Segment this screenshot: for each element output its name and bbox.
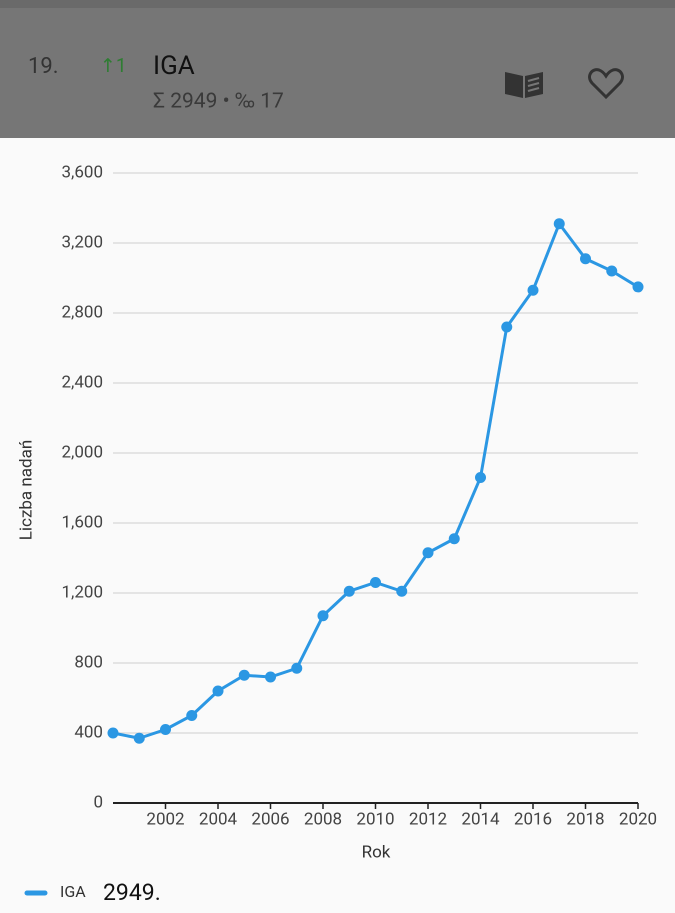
data-point (317, 610, 329, 622)
data-point (632, 281, 644, 293)
y-tick-label: 400 (74, 722, 103, 742)
data-point (606, 265, 618, 277)
data-point (238, 669, 250, 681)
entry-name: IGA (153, 51, 195, 81)
y-tick-label: 1,600 (61, 512, 103, 532)
x-tick-label: 2020 (619, 809, 657, 829)
legend-label: IGA (60, 882, 86, 901)
data-point (553, 218, 565, 230)
y-tick-label: 0 (93, 792, 103, 812)
data-point (107, 727, 119, 739)
y-tick-label: 3,200 (61, 232, 103, 252)
x-axis-label: Rok (362, 842, 391, 862)
y-tick-label: 1,200 (61, 582, 103, 602)
data-point (580, 253, 591, 265)
data-point (265, 671, 276, 683)
x-tick-label: 2006 (251, 809, 289, 829)
y-tick-label: 2,400 (61, 372, 103, 392)
data-point (448, 533, 460, 545)
data-point (212, 685, 224, 697)
data-point (160, 724, 171, 735)
x-tick-label: 2010 (356, 809, 394, 829)
x-tick-label: 2008 (304, 809, 342, 829)
data-point (422, 547, 434, 559)
x-tick-label: 2016 (514, 809, 552, 829)
data-point (396, 585, 408, 597)
header-bar (0, 0, 675, 138)
data-point (133, 732, 145, 744)
data-point (186, 710, 198, 721)
x-tick-label: 2012 (409, 809, 447, 829)
x-tick-label: 2002 (146, 809, 184, 829)
data-point (291, 662, 303, 674)
y-tick-label: 3,600 (61, 162, 103, 182)
data-point (475, 472, 486, 483)
y-axis-label: Liczba nadań (16, 440, 36, 541)
data-point (501, 321, 513, 333)
status-strip (0, 0, 675, 8)
y-tick-label: 800 (74, 652, 103, 672)
y-tick-label: 2,000 (61, 442, 103, 462)
x-tick-label: 2014 (461, 809, 500, 829)
data-point (343, 585, 355, 597)
data-point (527, 284, 539, 296)
x-tick-label: 2004 (199, 809, 238, 829)
book-lines[interactable] (527, 77, 540, 92)
entry-summary: Σ 2949 • ‰ 17 (153, 90, 284, 114)
book-icon[interactable] (505, 72, 543, 98)
legend-value: 2949. (103, 879, 161, 906)
x-tick-label: 2018 (566, 809, 604, 829)
y-tick-label: 2,800 (61, 302, 103, 322)
data-point (370, 577, 381, 588)
favorite-icon[interactable] (588, 68, 624, 100)
rank-change: ↑1 (100, 54, 127, 77)
rank: 19. (28, 54, 59, 79)
